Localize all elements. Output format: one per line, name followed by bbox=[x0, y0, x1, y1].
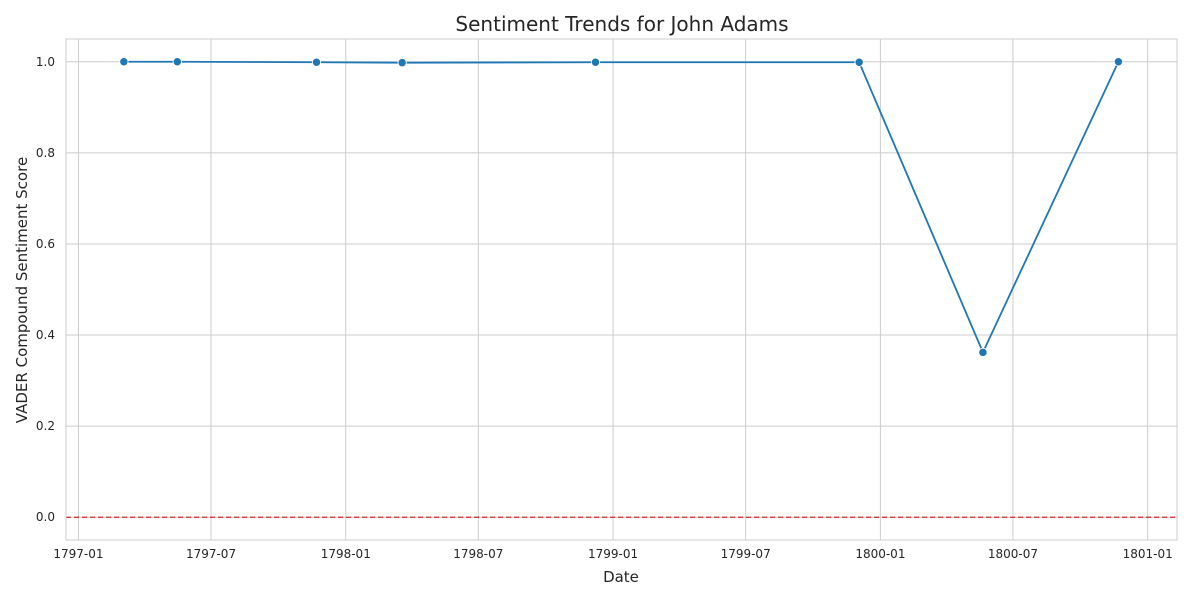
y-axis-ticks: 0.0 0.2 0.4 0.6 0.8 1.0 bbox=[36, 55, 55, 524]
chart-title: Sentiment Trends for John Adams bbox=[455, 12, 788, 36]
x-axis-label: Date bbox=[603, 568, 639, 586]
x-tick-label: 1801-01 bbox=[1123, 547, 1173, 561]
x-tick-label: 1799-01 bbox=[588, 547, 638, 561]
y-tick-label: 0.0 bbox=[36, 510, 55, 524]
plot-frame bbox=[65, 38, 1178, 541]
data-point bbox=[119, 57, 129, 67]
x-tick-label: 1797-07 bbox=[186, 547, 236, 561]
y-tick-label: 1.0 bbox=[36, 55, 55, 69]
y-tick-label: 0.6 bbox=[36, 237, 55, 251]
series-line bbox=[123, 60, 1120, 355]
y-tick-label: 0.2 bbox=[36, 419, 55, 433]
data-point bbox=[1113, 57, 1124, 67]
x-tick-label: 1800-01 bbox=[855, 547, 905, 561]
series-layer bbox=[119, 57, 1124, 358]
x-tick-label: 1798-01 bbox=[321, 547, 371, 561]
data-point bbox=[978, 347, 988, 358]
y-axis-label: VADER Compound Sentiment Score bbox=[13, 157, 31, 423]
data-point bbox=[172, 57, 182, 67]
y-tick-label: 0.8 bbox=[36, 146, 55, 160]
data-point bbox=[590, 57, 601, 67]
data-point bbox=[854, 57, 864, 67]
x-tick-label: 1799-07 bbox=[721, 547, 771, 561]
y-tick-label: 0.4 bbox=[36, 328, 55, 342]
data-point bbox=[311, 57, 322, 67]
grid bbox=[66, 39, 1177, 540]
x-axis-ticks: 1797-01 1797-07 1798-01 1798-07 1799-01 1799-… bbox=[53, 547, 1172, 561]
x-tick-label: 1798-07 bbox=[453, 547, 503, 561]
x-tick-label: 1800-07 bbox=[988, 547, 1038, 561]
x-tick-label: 1797-01 bbox=[53, 547, 103, 561]
data-point bbox=[397, 58, 407, 68]
